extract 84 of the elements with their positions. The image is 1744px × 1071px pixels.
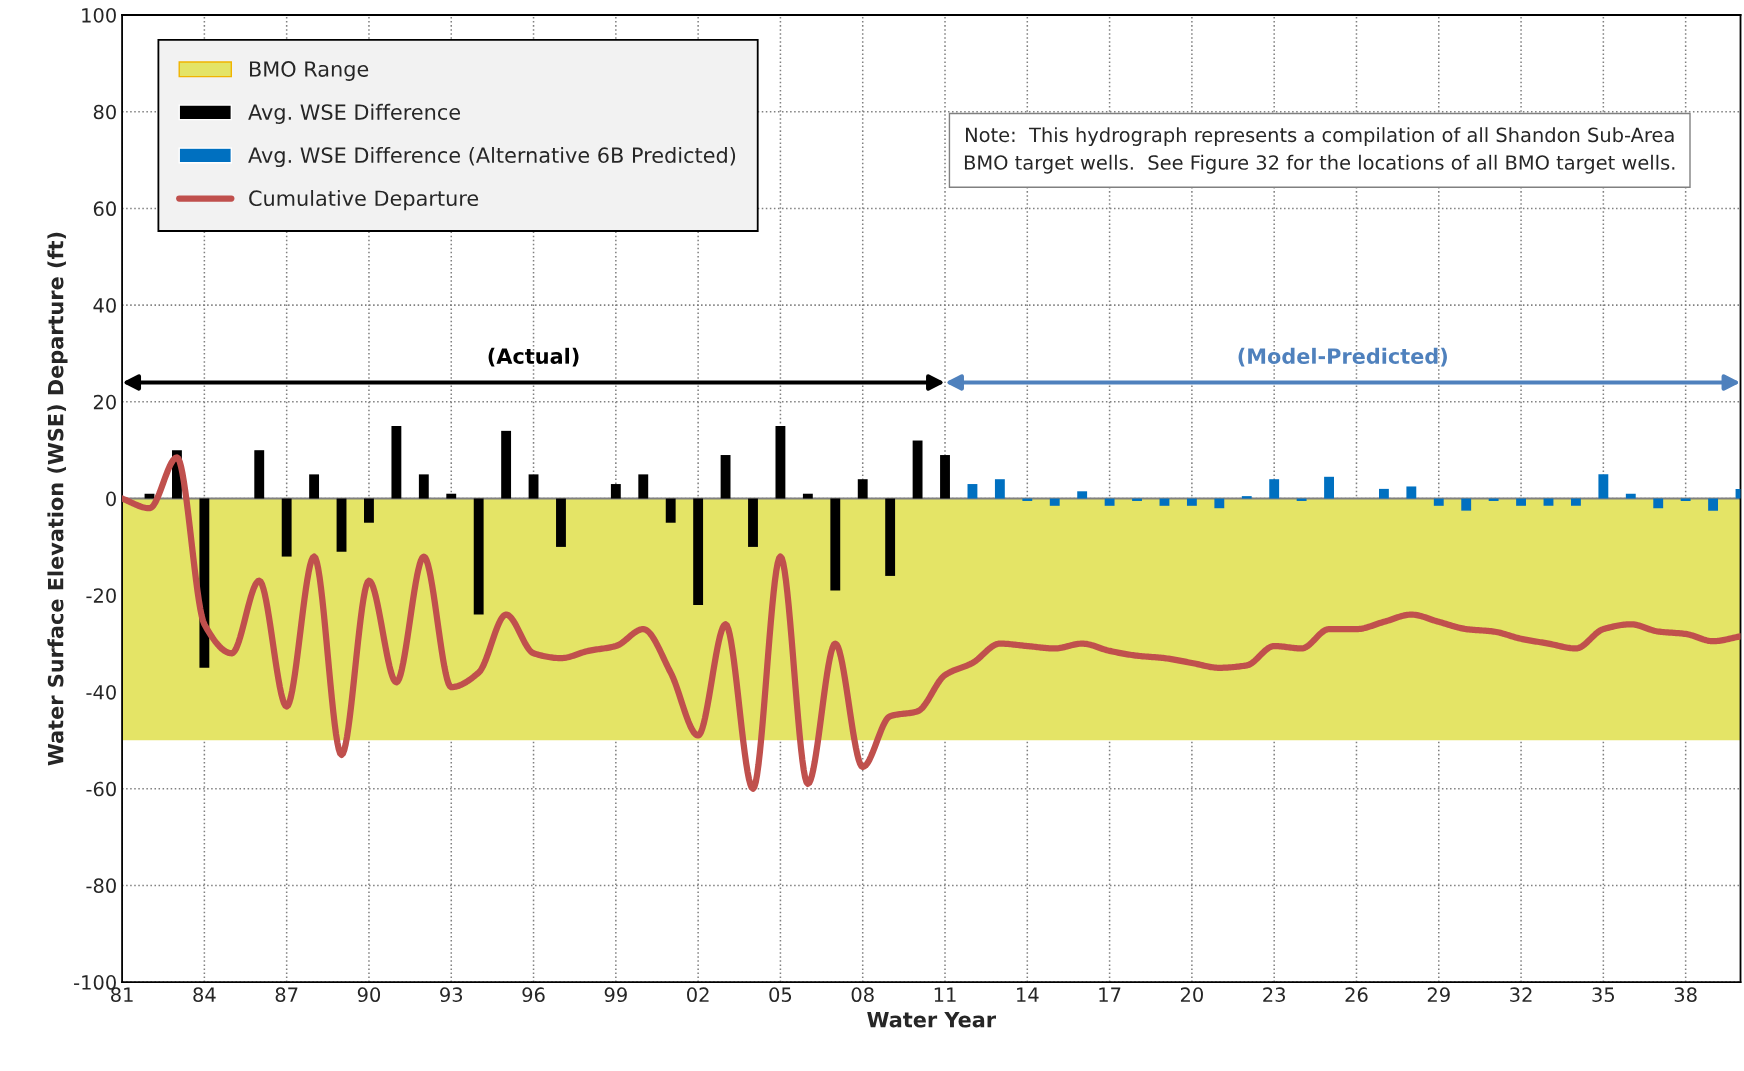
x-tick-label: 02	[687, 987, 709, 1003]
x-tick-label: 96	[522, 987, 545, 1003]
y-tick-label: 0	[106, 491, 116, 507]
x-axis-title: Water Year	[867, 1011, 997, 1028]
bar	[720, 455, 731, 499]
x-tick-label: 17	[1099, 987, 1121, 1002]
x-tick-label: 35	[1592, 987, 1615, 1003]
bar	[1049, 498, 1060, 506]
x-tick-label: 08	[851, 987, 874, 1003]
bar	[473, 498, 484, 615]
x-tick-label: 14	[1017, 987, 1039, 1002]
legend-label: Cumulative Departure	[249, 189, 479, 211]
bar	[1378, 488, 1389, 499]
bar	[693, 498, 704, 605]
annotation: Note: This hydrograph represents a compilation of all Shandon Sub-Area BMO target wells. See Figure 32 for the locations of all BMO target wells.	[964, 127, 1675, 174]
x-tick-label: 84	[193, 987, 216, 1003]
bar	[336, 498, 347, 552]
bar	[748, 498, 758, 547]
x-tick-label: 99	[604, 987, 627, 1003]
bar	[528, 474, 539, 499]
bar	[857, 479, 868, 499]
bar	[1598, 474, 1609, 499]
bar	[1708, 498, 1719, 511]
x-tick-label: 32	[1510, 987, 1532, 1003]
legend-label: Avg. WSE Difference	[248, 103, 461, 124]
bar	[501, 430, 512, 499]
x-tick-label: 29	[1427, 987, 1450, 1003]
x-tick-label: 87	[275, 987, 298, 1003]
bar	[254, 450, 265, 499]
bar	[1269, 479, 1280, 499]
bar	[1214, 498, 1225, 509]
bar	[1104, 498, 1115, 506]
legend-label: Avg. WSE Difference (Alternative 6B Predicted)	[248, 146, 736, 168]
bar	[281, 498, 292, 557]
bar	[1461, 498, 1472, 511]
bar	[418, 474, 429, 499]
bar	[364, 498, 374, 523]
bar	[830, 498, 841, 591]
y-tick-label: 40	[93, 298, 116, 313]
bar	[1406, 486, 1417, 499]
x-tick-label: 38	[1674, 987, 1697, 1003]
legend-label: BMO Range	[250, 61, 369, 81]
bar	[391, 426, 402, 499]
annotation: (Model-Predicted)	[1238, 347, 1447, 367]
bar	[967, 484, 978, 499]
y-tick-label: -40	[86, 684, 116, 700]
y-tick-label: -80	[86, 878, 116, 894]
bar	[994, 479, 1005, 499]
bar	[610, 484, 621, 499]
bar	[665, 498, 676, 523]
y-tick-label: 80	[93, 104, 116, 120]
bar	[556, 498, 566, 547]
bar	[940, 455, 950, 499]
bar	[775, 426, 786, 499]
annotation: (Actual)	[488, 347, 579, 367]
bar	[912, 440, 923, 499]
x-tick-label: 26	[1345, 987, 1368, 1003]
y-tick-label: 60	[93, 201, 116, 217]
bar	[1570, 498, 1581, 506]
bar	[1433, 498, 1444, 506]
x-tick-label: 20	[1180, 987, 1203, 1003]
y-tick-label: 20	[93, 394, 116, 410]
bar	[144, 493, 155, 499]
bar	[638, 474, 649, 499]
bar	[802, 493, 813, 499]
bar	[1653, 498, 1664, 509]
bar	[1516, 498, 1526, 506]
y-tick-label: 100	[82, 7, 116, 23]
y-tick-label: -60	[86, 781, 116, 797]
x-tick-label: 05	[769, 987, 792, 1003]
bar	[885, 498, 896, 576]
x-tick-label: 11	[934, 987, 956, 1002]
bar	[1077, 491, 1088, 499]
bar	[1324, 476, 1334, 499]
x-tick-label: 23	[1263, 987, 1285, 1003]
bar	[1186, 498, 1197, 506]
x-tick-label: 93	[440, 987, 463, 1003]
bar	[446, 493, 457, 499]
bar	[1625, 493, 1636, 499]
x-tick-label: 90	[357, 987, 381, 1003]
y-tick-label: -20	[86, 588, 116, 603]
bar	[1241, 496, 1252, 499]
bar	[309, 474, 320, 499]
y-axis-title: Water Surface Elevation (WSE) Departure (ft)	[47, 232, 68, 766]
